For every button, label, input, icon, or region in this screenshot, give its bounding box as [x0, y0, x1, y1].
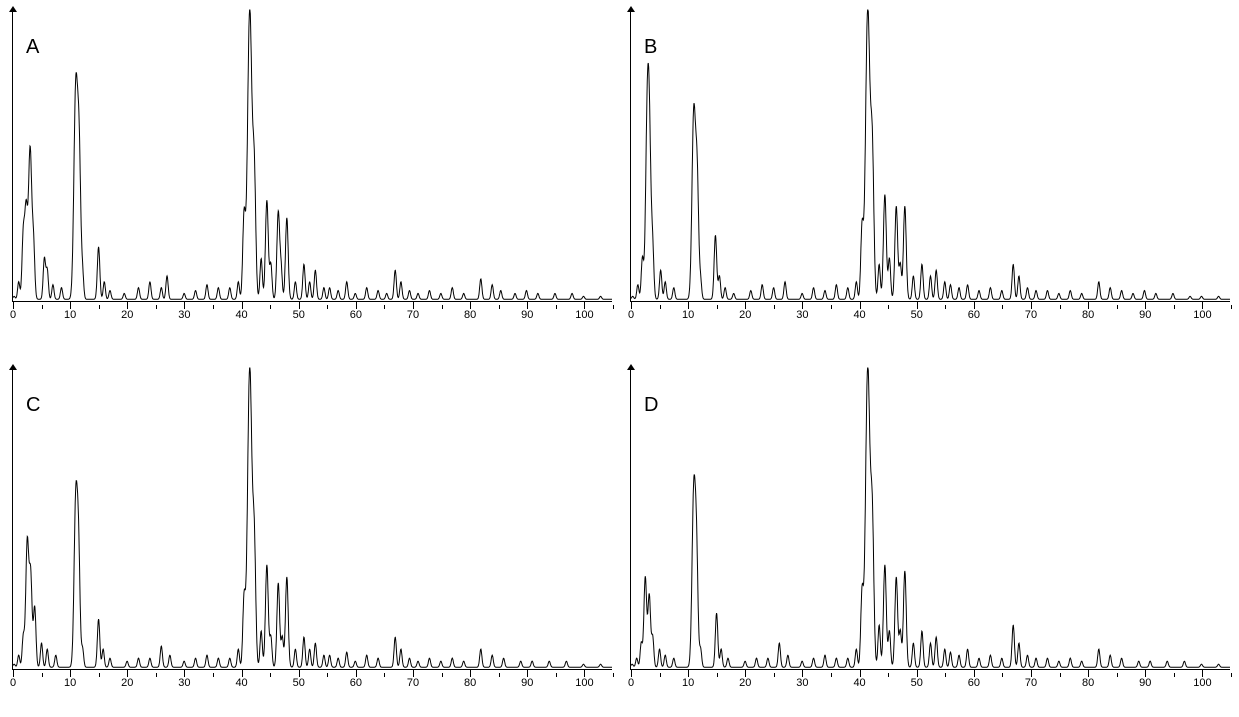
panel-a: A 0102030405060708090100: [8, 6, 616, 326]
x-tick-label: 20: [121, 309, 133, 321]
x-tick-label: 30: [178, 309, 190, 321]
x-tick-label: 40: [235, 309, 247, 321]
x-tick-label: 70: [1025, 677, 1037, 689]
x-tick-label: 10: [682, 309, 694, 321]
x-tick-label: 70: [407, 677, 419, 689]
x-tick-label: 80: [1082, 677, 1094, 689]
panel-b: B 0102030405060708090100: [626, 6, 1234, 326]
x-tick-label: 60: [968, 677, 980, 689]
x-tick-label: 70: [1025, 309, 1037, 321]
x-tick-label: 100: [1193, 309, 1211, 321]
x-ticks-b: 0102030405060708090100: [631, 301, 1230, 309]
x-tick-label: 30: [796, 309, 808, 321]
x-tick-label: 60: [350, 309, 362, 321]
x-tick-label: 50: [293, 309, 305, 321]
x-ticks-d: 0102030405060708090100: [631, 669, 1230, 677]
x-tick-label: 90: [521, 309, 533, 321]
x-tick-label: 80: [464, 309, 476, 321]
x-tick-label: 40: [853, 677, 865, 689]
x-ticks-a: 0102030405060708090100: [13, 301, 612, 309]
x-tick-label: 100: [575, 309, 593, 321]
x-tick-label: 0: [10, 309, 16, 321]
chart-area-c: 0102030405060708090100: [12, 368, 612, 670]
x-tick-label: 40: [853, 309, 865, 321]
spectrum-c: [13, 368, 612, 669]
spectrum-a: [13, 10, 612, 301]
x-tick-label: 10: [682, 677, 694, 689]
spectrum-d: [631, 368, 1230, 669]
x-tick-label: 20: [739, 309, 751, 321]
spectrum-b: [631, 10, 1230, 301]
x-tick-label: 10: [64, 309, 76, 321]
x-tick-label: 70: [407, 309, 419, 321]
chart-area-b: 0102030405060708090100: [630, 10, 1230, 302]
x-tick-label: 20: [121, 677, 133, 689]
x-tick-label: 50: [911, 677, 923, 689]
x-tick-label: 10: [64, 677, 76, 689]
x-tick-label: 80: [464, 677, 476, 689]
x-tick-label: 90: [1139, 309, 1151, 321]
chart-area-d: 0102030405060708090100: [630, 368, 1230, 670]
x-tick-label: 50: [293, 677, 305, 689]
chart-area-a: 0102030405060708090100: [12, 10, 612, 302]
x-tick-label: 30: [796, 677, 808, 689]
x-tick-label: 60: [968, 309, 980, 321]
x-tick-label: 90: [1139, 677, 1151, 689]
x-ticks-c: 0102030405060708090100: [13, 669, 612, 677]
x-tick-label: 0: [628, 677, 634, 689]
x-tick-label: 0: [628, 309, 634, 321]
x-tick-label: 60: [350, 677, 362, 689]
x-tick-label: 90: [521, 677, 533, 689]
panel-d: D 0102030405060708090100: [626, 364, 1234, 694]
x-tick-label: 50: [911, 309, 923, 321]
x-tick-label: 80: [1082, 309, 1094, 321]
x-tick-label: 40: [235, 677, 247, 689]
x-tick-label: 100: [575, 677, 593, 689]
x-tick-label: 20: [739, 677, 751, 689]
x-tick-label: 100: [1193, 677, 1211, 689]
x-tick-label: 30: [178, 677, 190, 689]
panel-c: C 0102030405060708090100: [8, 364, 616, 694]
x-tick-label: 0: [10, 677, 16, 689]
